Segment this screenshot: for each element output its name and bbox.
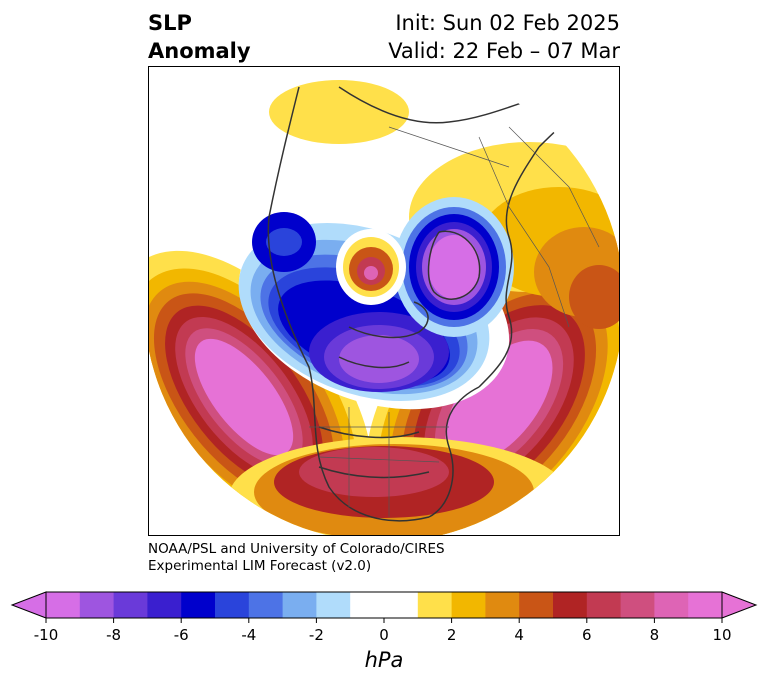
credit: NOAA/PSL and University of Colorado/CIRE… xyxy=(148,541,445,575)
colorbar-segment xyxy=(485,592,520,618)
title-line-2: Anomaly xyxy=(148,39,251,63)
colorbar-segment xyxy=(316,592,351,618)
colorbar-segment xyxy=(417,592,453,618)
colorbar-segment xyxy=(248,592,284,618)
colorbar-tick-label: 4 xyxy=(514,626,524,644)
colorbar-segment xyxy=(46,592,81,618)
colorbar-segment xyxy=(620,592,655,618)
slp-anomaly-map xyxy=(149,80,619,535)
credit-line-1: NOAA/PSL and University of Colorado/CIRE… xyxy=(148,541,445,557)
laptev-high-anomaly xyxy=(336,229,406,305)
init-date: Init: Sun 02 Feb 2025 xyxy=(395,11,620,35)
colorbar-tick-label: -4 xyxy=(241,626,257,644)
colorbar-segment xyxy=(215,592,250,618)
colorbar-segments xyxy=(10,591,758,619)
colorbar-segment xyxy=(113,592,148,618)
colorbar xyxy=(10,591,758,623)
colorbar-tick-label: 6 xyxy=(582,626,592,644)
colorbar-tick-label: -6 xyxy=(173,626,189,644)
colorbar-tick-label: -8 xyxy=(106,626,122,644)
colorbar-segment xyxy=(350,592,419,618)
colorbar-segment xyxy=(282,592,317,618)
colorbar-segment xyxy=(654,592,689,618)
colorbar-segment xyxy=(553,592,588,618)
colorbar-segment xyxy=(586,592,622,618)
colorbar-tick-label: 10 xyxy=(712,626,732,644)
colorbar-tick-label: 2 xyxy=(446,626,457,644)
colorbar-segment xyxy=(451,592,486,618)
colorbar-segment xyxy=(147,592,182,618)
colorbar-segment xyxy=(688,592,723,618)
boundaries xyxy=(309,126,600,517)
map-panel xyxy=(148,66,620,536)
colorbar-ticks xyxy=(45,618,723,623)
coastlines xyxy=(267,86,610,522)
colorbar-tick-label: -2 xyxy=(308,626,324,644)
colorbar-tick-label: 0 xyxy=(379,626,389,644)
valid-date: Valid: 22 Feb – 07 Mar xyxy=(388,39,620,63)
colorbar-tick-label: 8 xyxy=(649,626,660,644)
colorbar-segment xyxy=(181,592,216,618)
colorbar-tick-label: -10 xyxy=(33,626,59,644)
title-line-1: SLP xyxy=(148,11,192,35)
credit-line-2: Experimental LIM Forecast (v2.0) xyxy=(148,558,372,574)
siberia-high-anomaly xyxy=(269,80,619,329)
map-title: SLP Anomaly xyxy=(148,9,251,65)
colorbar-unit: hPa xyxy=(364,648,404,672)
greenland-low-anomaly xyxy=(394,197,514,337)
forecast-dates: Init: Sun 02 Feb 2025 Valid: 22 Feb – 07… xyxy=(388,9,620,65)
colorbar-over-arrow xyxy=(721,591,758,619)
colorbar-under-arrow xyxy=(10,591,47,619)
colorbar-segment xyxy=(519,592,554,618)
colorbar-segment xyxy=(79,592,115,618)
